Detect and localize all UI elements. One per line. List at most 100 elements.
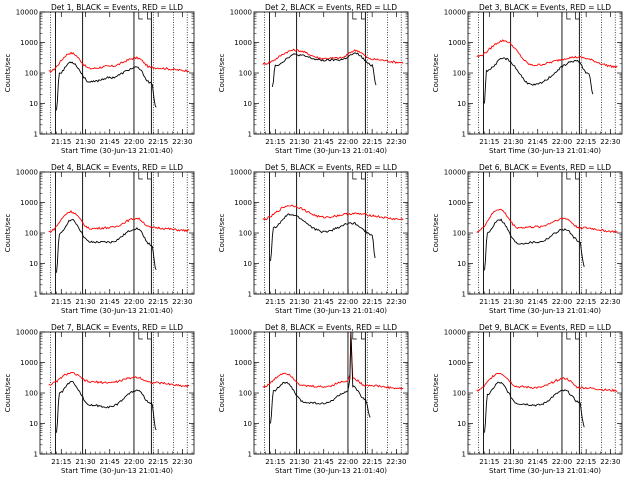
marker-glyph [138, 12, 143, 20]
x-tick-label: 22:30 [386, 458, 406, 466]
plot-frame [39, 331, 195, 455]
marker-glyph [361, 172, 366, 180]
panel-title: Det 8, BLACK = Events, RED = LLD [265, 323, 397, 332]
series-events-line [484, 57, 594, 104]
marker-glyph [138, 172, 143, 180]
series-lld-line [476, 39, 618, 69]
y-axis-label: Counts/sec [218, 54, 226, 93]
x-tick-label: 22:00 [338, 458, 358, 466]
x-tick-label: 22:15 [576, 298, 596, 306]
marker-glyph [361, 332, 366, 340]
y-tick-label: 1 [248, 291, 252, 299]
panel-det-7: Det 7, BLACK = Events, RED = LLD 1 10 100 10… [4, 323, 195, 475]
panel-det-3: Det 3, BLACK = Events, RED = LLD 1 10 100 10… [432, 3, 623, 155]
y-tick-label: 10 [29, 100, 38, 108]
y-tick-label: 1000 [234, 359, 252, 367]
y-tick-label: 1000 [234, 39, 252, 47]
x-tick-label: 22:00 [552, 458, 572, 466]
plot-frame [467, 171, 623, 295]
series-events-line [56, 219, 157, 273]
y-tick-label: 1000 [20, 39, 38, 47]
x-tick-label: 22:00 [124, 458, 144, 466]
y-tick-label: 1 [34, 131, 38, 139]
x-tick-label: 22:00 [552, 138, 572, 146]
x-tick-label: 21:30 [503, 138, 523, 146]
y-axis-label: Counts/sec [432, 374, 440, 413]
plot-frame [253, 11, 409, 135]
x-tick-label: 22:30 [600, 138, 620, 146]
y-tick-label: 1 [248, 131, 252, 139]
x-tick-label: 22:15 [148, 458, 168, 466]
x-tick-label: 21:30 [75, 458, 95, 466]
y-tick-label: 10000 [230, 329, 252, 337]
marker-glyph [575, 12, 580, 20]
y-tick-label: 10 [243, 260, 252, 268]
series-events-line [56, 61, 157, 111]
y-tick-label: 10 [457, 100, 466, 108]
x-tick-label: 22:30 [600, 298, 620, 306]
series-lld-line [476, 372, 618, 393]
x-tick-label: 22:30 [172, 458, 192, 466]
y-tick-label: 1000 [448, 359, 466, 367]
y-tick-label: 1000 [20, 199, 38, 207]
panel-det-5: Det 5, BLACK = Events, RED = LLD 1 10 100 10… [218, 163, 409, 315]
y-tick-label: 100 [25, 390, 38, 398]
x-tick-label: 21:30 [75, 138, 95, 146]
y-tick-label: 1000 [234, 199, 252, 207]
x-tick-label: 22:15 [362, 458, 382, 466]
x-tick-label: 21:45 [528, 458, 548, 466]
y-tick-label: 1 [34, 291, 38, 299]
plot-frame [467, 331, 623, 455]
x-tick-label: 22:30 [386, 298, 406, 306]
x-tick-label: 21:15 [265, 138, 285, 146]
y-tick-label: 100 [453, 70, 466, 78]
plot-frame [253, 331, 409, 455]
panel-title: Det 2, BLACK = Events, RED = LLD [265, 3, 397, 12]
x-tick-label: 21:45 [100, 138, 120, 146]
y-tick-label: 1000 [448, 39, 466, 47]
panel-det-8: Det 8, BLACK = Events, RED = LLD 1 10 100 10… [218, 323, 409, 475]
panel-det-1: Det 1, BLACK = Events, RED = LLD 1 10 100 10… [4, 3, 195, 155]
y-tick-label: 1000 [20, 359, 38, 367]
panel-det-9: Det 9, BLACK = Events, RED = LLD 1 10 100 10… [432, 323, 623, 475]
x-tick-label: 21:45 [314, 298, 334, 306]
y-tick-label: 10000 [16, 9, 38, 17]
panel-det-4: Det 4, BLACK = Events, RED = LLD 1 10 100 10… [4, 163, 195, 315]
marker-glyph [352, 332, 357, 340]
series-events-line [484, 381, 585, 433]
x-tick-label: 21:45 [100, 458, 120, 466]
x-tick-label: 22:00 [338, 298, 358, 306]
x-tick-label: 21:15 [479, 138, 499, 146]
panel-title: Det 3, BLACK = Events, RED = LLD [479, 3, 611, 12]
marker-glyph [352, 12, 357, 20]
y-tick-label: 10 [29, 420, 38, 428]
x-tick-label: 22:15 [362, 298, 382, 306]
x-axis-label: Start Time (30-Jun-13 21:01:40) [489, 467, 601, 475]
marker-glyph [147, 332, 152, 340]
x-tick-label: 21:15 [51, 138, 71, 146]
series-lld-line [476, 208, 618, 234]
x-tick-label: 21:45 [528, 138, 548, 146]
x-tick-label: 21:30 [503, 458, 523, 466]
plot-frame [467, 11, 623, 135]
panel-title: Det 4, BLACK = Events, RED = LLD [51, 163, 183, 172]
y-axis-label: Counts/sec [4, 54, 12, 93]
y-axis-label: Counts/sec [4, 374, 12, 413]
y-tick-label: 10000 [230, 9, 252, 17]
x-tick-label: 22:15 [362, 138, 382, 146]
x-tick-label: 21:45 [100, 298, 120, 306]
x-tick-label: 21:15 [265, 458, 285, 466]
y-axis-label: Counts/sec [432, 54, 440, 93]
y-tick-label: 10000 [230, 169, 252, 177]
x-axis-label: Start Time (30-Jun-13 21:01:40) [275, 307, 387, 315]
series-events-line [271, 52, 377, 87]
panel-title: Det 5, BLACK = Events, RED = LLD [265, 163, 397, 172]
y-tick-label: 100 [239, 390, 252, 398]
x-tick-label: 22:00 [124, 298, 144, 306]
series-events-line [270, 331, 371, 424]
marker-glyph [147, 12, 152, 20]
y-tick-label: 10000 [444, 9, 466, 17]
y-axis-label: Counts/sec [218, 374, 226, 413]
y-tick-label: 100 [25, 70, 38, 78]
